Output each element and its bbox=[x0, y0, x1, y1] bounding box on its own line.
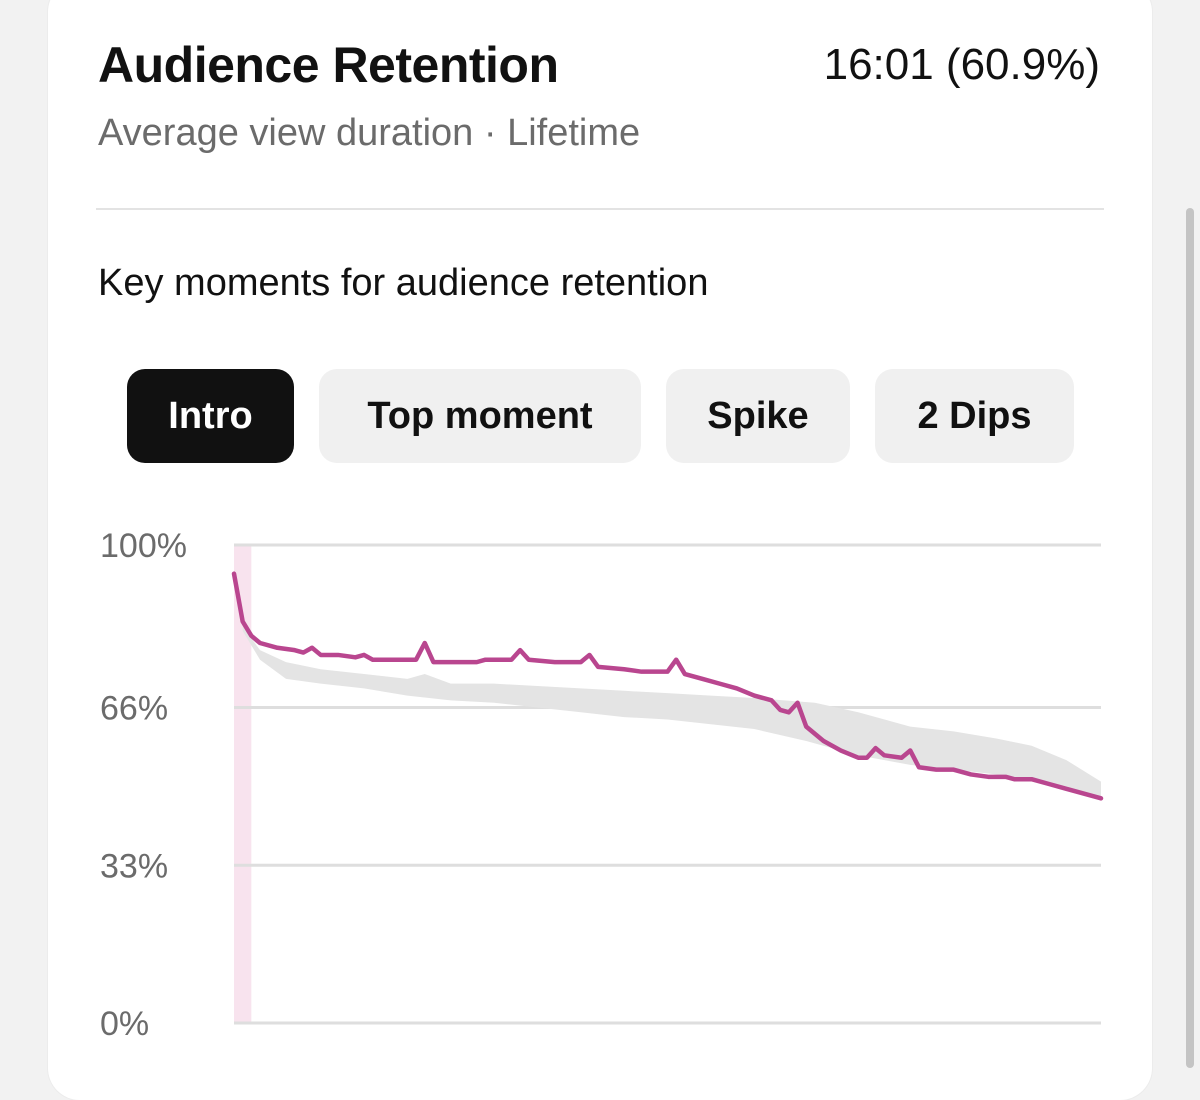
y-tick-label: 0% bbox=[100, 1005, 149, 1043]
retention-chart: 100% 66% 33% 0% bbox=[100, 527, 1104, 1043]
chip-2-dips[interactable]: 2 Dips bbox=[875, 369, 1074, 463]
retention-card bbox=[48, 0, 1152, 1100]
y-tick-label: 100% bbox=[100, 527, 187, 565]
card-subtitle: Average view duration · Lifetime bbox=[98, 112, 641, 154]
chip-spike[interactable]: Spike bbox=[666, 369, 850, 463]
average-view-duration-value: 16:01 (60.9%) bbox=[823, 40, 1100, 89]
card-title: Audience Retention bbox=[98, 37, 559, 93]
chip-intro[interactable]: Intro bbox=[127, 369, 294, 463]
retention-line[interactable] bbox=[231, 571, 1104, 801]
intro-highlight bbox=[234, 545, 252, 1023]
divider bbox=[96, 208, 1104, 210]
y-tick-label: 66% bbox=[100, 690, 168, 728]
chip-top-moment[interactable]: Top moment bbox=[319, 369, 641, 463]
key-moment-chips: Intro Top moment Spike 2 Dips bbox=[127, 369, 1074, 463]
scrollbar[interactable] bbox=[1186, 208, 1194, 1068]
key-moments-title: Key moments for audience retention bbox=[98, 262, 709, 304]
y-tick-label: 33% bbox=[100, 847, 168, 885]
